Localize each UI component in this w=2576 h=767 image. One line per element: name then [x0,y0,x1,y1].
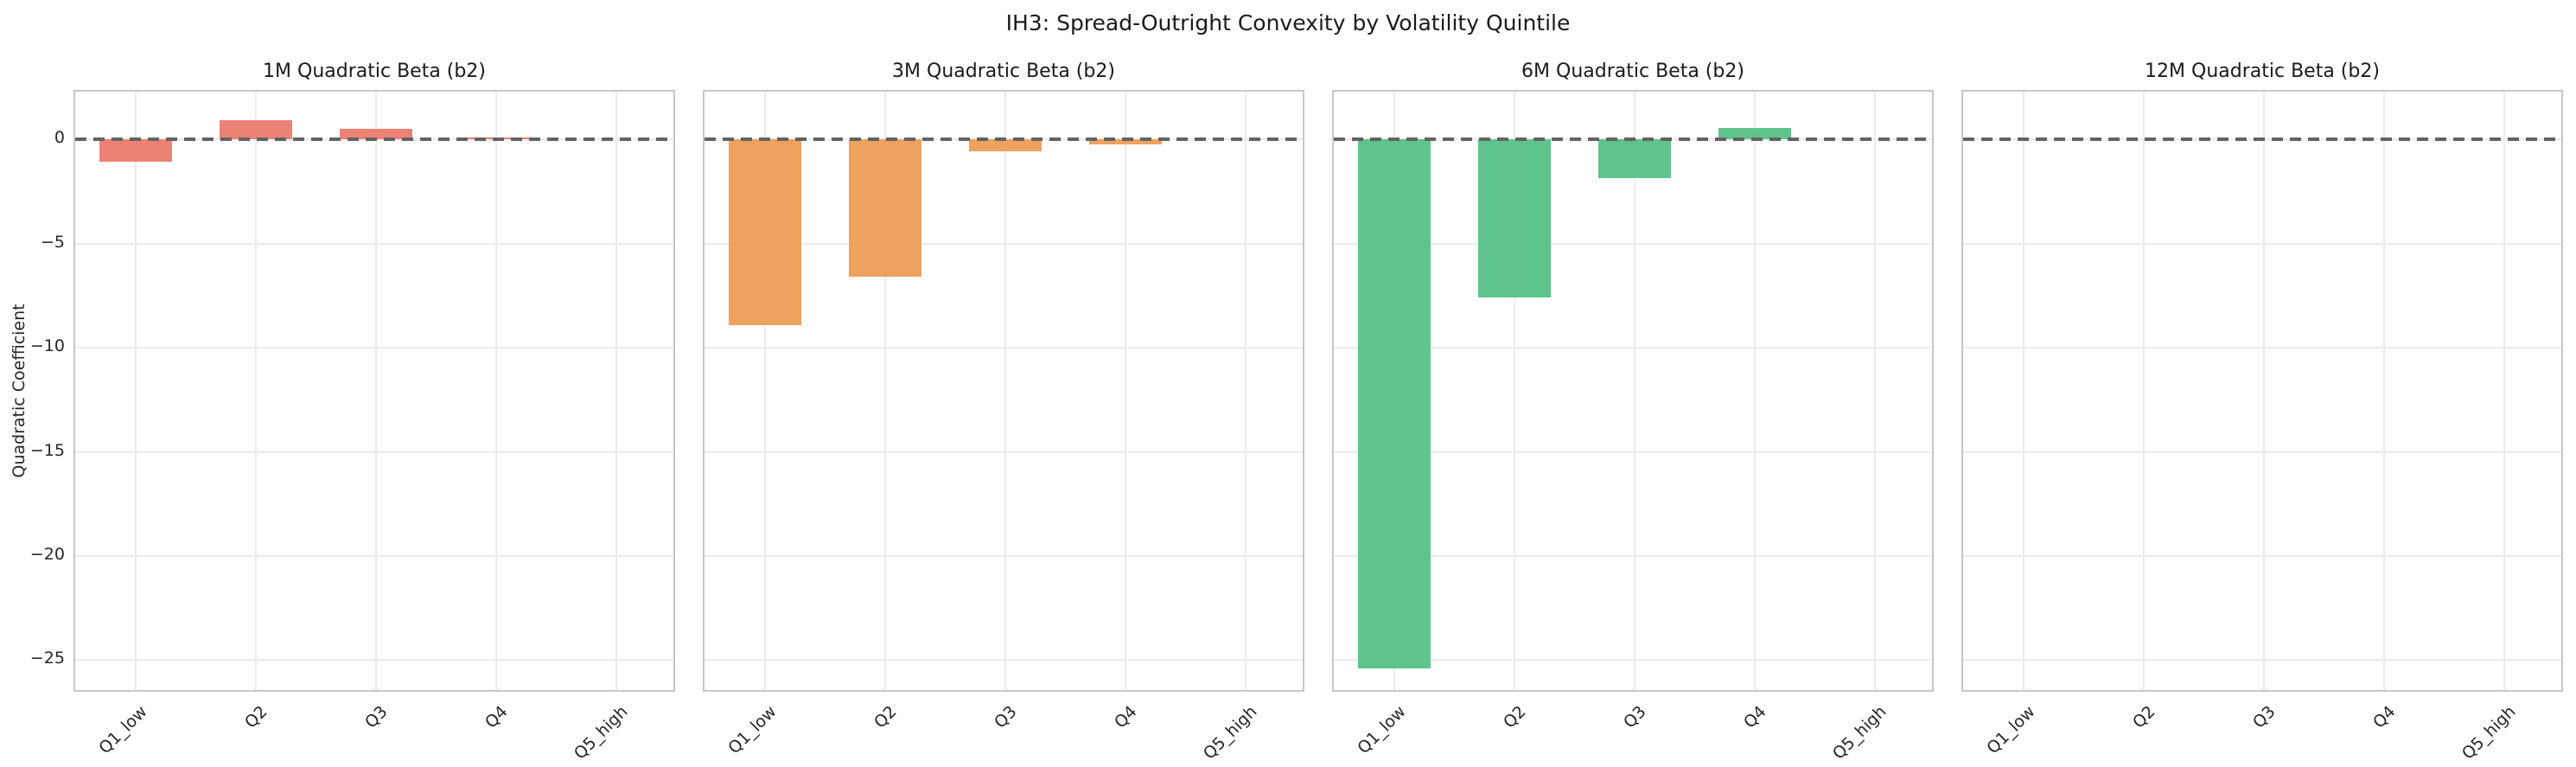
plot-area [1961,90,2563,692]
y-gridline [75,347,673,349]
x-tick-label: Q5_high [1828,702,1891,764]
x-tick-label: Q2 [870,702,901,732]
subplot-12m-quadratic-beta-b2: 12M Quadratic Beta (b2) Q1_low Q2 Q3 Q4 Q5_hi… [1961,0,2563,767]
x-tick-label: Q3 [990,702,1021,732]
y-tick-label: −10 [29,336,65,356]
x-gridline [2383,92,2385,690]
y-tick-label: −5 [40,232,65,252]
y-gridline [705,451,1303,453]
plot-area [703,90,1304,692]
x-tick-label: Q1_low [1983,702,2039,758]
x-tick-label: Q5_high [1199,702,1261,764]
bar-q2 [849,139,921,278]
bar-q1-low [729,139,801,325]
x-gridline [495,92,497,690]
subplot-1m-quadratic-beta-b2: 1M Quadratic Beta (b2) Q1_low Q2 Q3 Q4 Q5_hig… [73,0,675,767]
x-gridline [135,92,137,690]
x-tick-label: Q4 [1739,702,1770,732]
y-gridline [75,242,673,245]
y-tick-label: 0 [54,128,65,148]
subplot-title: 3M Quadratic Beta (b2) [892,61,1115,82]
y-gridline [75,659,673,662]
x-gridline [884,92,886,690]
x-tick-label: Q4 [1110,702,1141,732]
y-gridline [1334,451,1932,453]
zero-reference-line [75,137,673,142]
subplot-title: 12M Quadratic Beta (b2) [2145,61,2380,82]
y-gridline [75,451,673,453]
y-gridline [1963,242,2561,245]
x-tick-label: Q2 [1499,702,1530,732]
y-gridline [1963,451,2561,453]
subplot-3m-quadratic-beta-b2: 3M Quadratic Beta (b2) Q1_low Q2 Q3 Q4 Q5_hig… [703,0,1304,767]
y-gridline [705,347,1303,349]
x-gridline [615,92,617,690]
x-gridline [1874,92,1876,690]
bar-q1-low [1358,139,1431,669]
zero-reference-line [1963,137,2561,142]
subplot-title: 6M Quadratic Beta (b2) [1521,61,1744,82]
x-tick-label: Q5_high [570,702,632,764]
y-gridline [705,555,1303,558]
x-tick-label: Q5_high [2458,702,2520,764]
y-tick-label: −25 [29,649,65,668]
x-gridline [2023,92,2024,690]
x-gridline [375,92,377,690]
x-gridline [764,92,766,690]
x-gridline [2263,92,2265,690]
x-tick-label: Q1_low [724,702,781,758]
x-gridline [1754,92,1756,690]
y-gridline [1963,659,2561,662]
y-gridline [1334,242,1932,245]
bar-q4 [1718,128,1791,140]
x-tick-label: Q3 [360,702,392,732]
x-tick-label: Q3 [1619,702,1650,732]
x-tick-label: Q3 [2248,702,2280,732]
y-gridline [1963,347,2561,349]
y-gridline [75,555,673,558]
plot-area [1332,90,1934,692]
y-tick-label: −20 [29,545,65,565]
y-gridline [1334,347,1932,349]
y-gridline [1334,659,1932,662]
bar-q3 [1598,139,1671,178]
x-tick-label: Q1_low [95,702,151,758]
x-gridline [2503,92,2505,690]
plot-area [73,90,675,692]
subplot-6m-quadratic-beta-b2: 6M Quadratic Beta (b2) Q1_low Q2 Q3 Q4 Q5_hig… [1332,0,1934,767]
y-gridline [705,659,1303,662]
x-tick-label: Q4 [2369,702,2400,732]
y-tick-label: −15 [29,440,65,460]
x-tick-label: Q2 [2128,702,2159,732]
x-gridline [1514,92,1515,690]
bar-q4 [1089,139,1162,145]
y-gridline [1963,555,2561,558]
bar-q2 [220,119,292,140]
y-gridline [705,242,1303,245]
x-gridline [1004,92,1006,690]
x-gridline [1634,92,1636,690]
bar-q3 [340,129,412,140]
x-gridline [2143,92,2145,690]
x-tick-label: Q1_low [1354,702,1410,758]
bar-q1-low [99,139,172,162]
subplot-title: 1M Quadratic Beta (b2) [263,61,486,82]
bar-q2 [1478,139,1551,298]
bar-q3 [969,139,1042,151]
x-tick-label: Q4 [481,702,512,732]
x-gridline [1245,92,1247,690]
x-tick-label: Q2 [240,702,271,732]
figure-suptitle: IH3: Spread-Outright Convexity by Volati… [1005,10,1571,35]
zero-reference-line [705,137,1303,142]
x-gridline [255,92,257,690]
y-gridline [1334,555,1932,558]
x-gridline [1125,92,1126,690]
zero-reference-line [1334,137,1932,142]
